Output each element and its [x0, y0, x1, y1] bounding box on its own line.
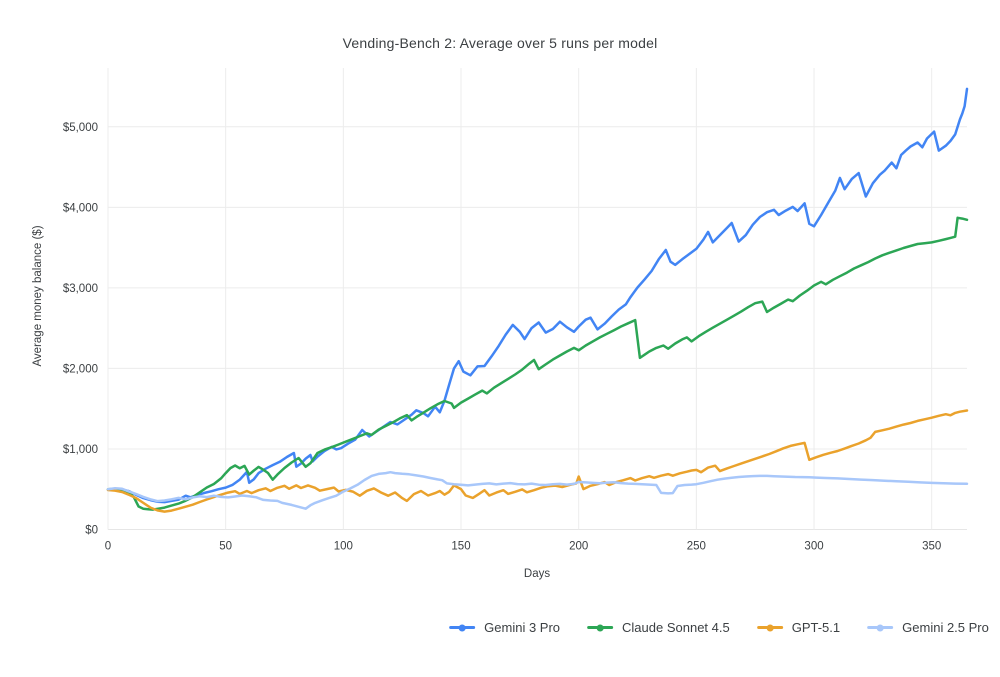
y-tick-label-2000: $2,000	[63, 363, 98, 375]
legend-label: Claude Sonnet 4.5	[622, 620, 730, 635]
series-line-gemini-2-5-pro	[106, 470, 969, 510]
y-tick-label-4000: $4,000	[63, 202, 98, 214]
x-tick-label-50: 50	[219, 541, 232, 553]
y-tick-label-0: $0	[85, 525, 98, 537]
legend-dot-icon	[766, 624, 774, 631]
legend-marker-icon	[587, 624, 614, 631]
legend-marker-icon	[756, 624, 783, 631]
x-tick-label-150: 150	[451, 541, 470, 553]
legend-item-gpt-5-1: GPT-5.1	[756, 620, 841, 635]
y-tick-label-3000: $3,000	[63, 283, 98, 295]
legend-dot-icon	[876, 624, 884, 631]
x-tick-label-0: 0	[105, 541, 111, 553]
x-tick-label-200: 200	[569, 541, 588, 553]
y-tick-label-5000: $5,000	[63, 122, 98, 134]
x-tick-label-100: 100	[334, 541, 353, 553]
x-tick-label-250: 250	[687, 541, 706, 553]
series-line-gemini-3-pro	[106, 87, 969, 504]
y-tick-label-1000: $1,000	[63, 444, 98, 456]
legend-dot-icon	[596, 624, 604, 631]
legend-item-claude-sonnet-4-5: Claude Sonnet 4.5	[587, 620, 730, 635]
x-tick-label-350: 350	[922, 541, 941, 553]
legend: Gemini 3 Pro Claude Sonnet 4.5 GPT-5.1 Gemi…	[449, 620, 989, 635]
x-axis-label: Days	[523, 568, 551, 580]
series-line-claude-sonnet-4-5	[106, 216, 969, 511]
legend-label: Gemini 3 Pro	[484, 620, 561, 635]
x-tick-label-300: 300	[804, 541, 823, 553]
legend-marker-icon	[449, 624, 476, 631]
legend-label: GPT-5.1	[791, 620, 841, 635]
chart-title: Vending-Bench 2: Average over 5 runs per…	[342, 35, 658, 51]
series-line-gpt-5-1	[106, 409, 969, 513]
legend-marker-icon	[867, 624, 894, 631]
legend-item-gemini-2-5-pro: Gemini 2.5 Pro	[867, 620, 989, 635]
legend-label: Gemini 2.5 Pro	[902, 620, 989, 635]
legend-item-gemini-3-pro: Gemini 3 Pro	[449, 620, 560, 635]
legend-dot-icon	[458, 624, 466, 631]
